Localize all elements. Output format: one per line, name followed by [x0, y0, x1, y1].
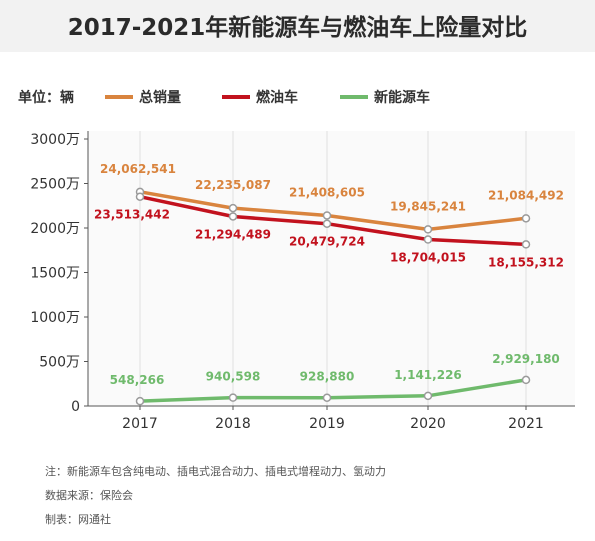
data-label: 21,084,492 [488, 188, 564, 202]
data-point [423, 391, 433, 401]
data-label: 24,062,541 [100, 162, 176, 176]
data-point [521, 240, 531, 249]
x-tick-label: 2017 [122, 416, 158, 432]
data-point [228, 212, 238, 221]
data-label: 928,880 [300, 370, 355, 384]
line-chart: 0 500万 1000万 1500万 2000万 2500万 3000万 2017 2018 20… [18, 89, 575, 432]
title-bar: 2017-2021年新能源车与燃油车上险量对比 [0, 0, 595, 52]
data-label: 21,408,605 [289, 185, 365, 199]
data-label: 940,598 [206, 370, 261, 384]
chart-title: 2017-2021年新能源车与燃油车上险量对比 [67, 15, 528, 41]
y-tick-label: 2000万 [30, 221, 80, 237]
data-point [228, 393, 238, 402]
data-label: 19,845,241 [390, 199, 466, 213]
data-label: 18,155,312 [488, 255, 564, 269]
y-tick-label: 2500万 [30, 177, 80, 193]
x-tick-label: 2021 [508, 416, 544, 432]
footnote-author: 制表：网通社 [45, 513, 111, 526]
data-point [322, 219, 332, 228]
data-label: 20,479,724 [289, 235, 365, 249]
unit-label: 单位：辆 [18, 89, 74, 106]
data-point [423, 235, 433, 244]
y-tick-label: 3000万 [30, 132, 80, 148]
legend-label: 燃油车 [256, 89, 298, 106]
legend-label: 新能源车 [374, 89, 430, 106]
x-tick-label: 2019 [309, 416, 345, 432]
y-tick-label: 1000万 [30, 310, 80, 326]
data-label: 22,235,087 [195, 178, 271, 192]
data-point [521, 375, 531, 385]
data-point [423, 225, 433, 234]
data-label: 21,294,489 [195, 227, 271, 241]
x-tick-label: 2020 [410, 416, 446, 432]
data-point [322, 211, 332, 220]
y-tick-label: 500万 [39, 355, 80, 371]
legend-label: 总销量 [139, 89, 181, 106]
data-point [135, 192, 145, 201]
y-tick-label: 1500万 [30, 266, 80, 282]
footnote-source: 数据来源：保险会 [45, 489, 133, 502]
data-label: 1,141,226 [394, 368, 462, 382]
footnote-definition: 注：新能源车包含纯电动、插电式混合动力、插电式增程动力、氢动力 [45, 465, 386, 478]
plot-area [88, 131, 575, 406]
data-point [322, 393, 332, 402]
data-label: 18,704,015 [390, 251, 466, 265]
data-point [521, 214, 531, 223]
data-point [135, 396, 145, 406]
data-label: 2,929,180 [492, 352, 560, 366]
y-tick-label: 0 [71, 399, 80, 415]
data-point [228, 203, 238, 213]
data-label: 23,513,442 [94, 208, 170, 222]
x-tick-label: 2018 [215, 416, 251, 432]
data-label: 548,266 [110, 373, 165, 387]
footnotes: 注：新能源车包含纯电动、插电式混合动力、插电式增程动力、氢动力 数据来源：保险会… [45, 460, 386, 532]
